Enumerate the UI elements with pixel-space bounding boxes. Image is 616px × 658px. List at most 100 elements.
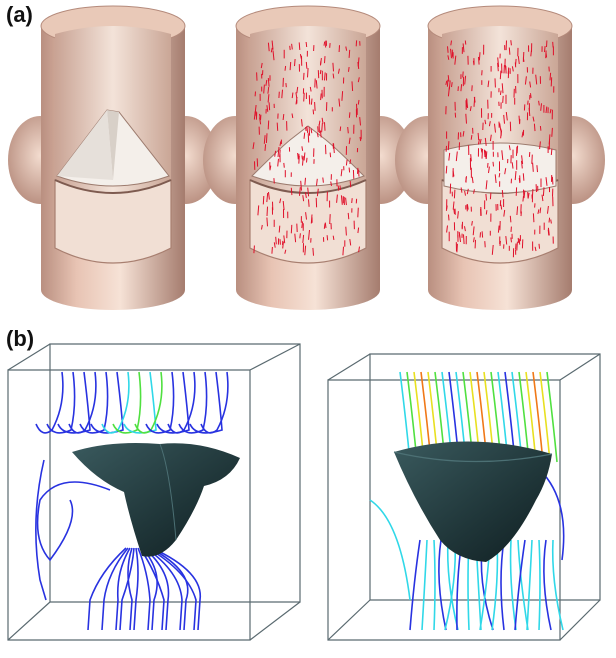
- velocity-vectors: [252, 40, 362, 256]
- velocity-vector: [509, 215, 512, 223]
- velocity-vector: [321, 123, 323, 133]
- velocity-vector: [479, 138, 482, 144]
- velocity-vector: [521, 155, 524, 165]
- velocity-vector: [273, 242, 276, 248]
- velocity-vector: [359, 136, 362, 142]
- velocity-vector: [301, 119, 303, 127]
- velocity-vector: [357, 227, 360, 234]
- velocity-vector: [542, 187, 545, 197]
- velocity-vector: [305, 212, 307, 220]
- velocity-vector: [445, 80, 448, 86]
- velocity-vector: [533, 123, 536, 132]
- velocity-vector: [307, 187, 310, 197]
- velocity-vector: [531, 154, 533, 164]
- velocity-vector: [261, 224, 263, 230]
- velocity-vector: [544, 46, 546, 53]
- velocity-vector: [278, 225, 281, 233]
- velocity-vector: [511, 162, 514, 169]
- velocity-vector: [478, 52, 481, 61]
- velocity-vector: [304, 177, 306, 185]
- velocity-vector: [535, 74, 538, 85]
- velocity-vector: [457, 211, 459, 219]
- streamline: [112, 371, 142, 434]
- velocity-vector: [259, 117, 262, 125]
- velocity-vector: [305, 127, 307, 132]
- velocity-vector: [522, 173, 525, 181]
- streamline: [189, 371, 223, 434]
- velocity-vector: [347, 126, 349, 134]
- velocity-vector: [545, 106, 548, 114]
- velocity-vector: [268, 102, 271, 111]
- velocity-vector: [323, 41, 326, 46]
- velocity-vector: [319, 130, 322, 138]
- velocity-vector: [483, 149, 486, 158]
- velocity-vector: [473, 96, 476, 107]
- velocity-vector: [491, 244, 494, 255]
- velocity-vector: [267, 77, 270, 87]
- velocity-vector: [464, 190, 466, 196]
- velocity-vector: [497, 62, 499, 72]
- streamline: [409, 539, 421, 631]
- velocity-vector: [291, 43, 293, 50]
- velocity-vector: [447, 141, 450, 151]
- velocity-vector: [508, 145, 511, 151]
- velocity-vector: [345, 226, 347, 236]
- panel-label-b: (b): [6, 326, 35, 351]
- streamline: [151, 547, 201, 631]
- velocity-vector: [462, 131, 465, 137]
- velocity-vector: [291, 92, 294, 99]
- velocity-vector: [282, 114, 285, 121]
- velocity-vector: [296, 86, 299, 94]
- velocity-vector: [477, 139, 480, 145]
- streamline: [137, 547, 151, 631]
- velocity-vector: [348, 137, 351, 144]
- velocity-vector: [301, 221, 304, 229]
- velocity-vector: [279, 141, 282, 146]
- velocity-vector: [510, 40, 512, 46]
- velocity-vector: [253, 111, 256, 120]
- velocity-vector: [359, 117, 361, 126]
- velocity-vector: [298, 42, 301, 50]
- streamline: [200, 371, 229, 434]
- velocity-vector: [351, 198, 353, 204]
- velocity-vector: [277, 158, 279, 167]
- velocity-vector: [532, 162, 534, 172]
- velocity-vector: [445, 205, 448, 211]
- velocity-vector: [309, 86, 312, 92]
- velocity-vector: [308, 199, 310, 207]
- velocity-vector: [516, 241, 518, 251]
- velocity-vector: [357, 207, 359, 218]
- velocity-vector: [462, 71, 464, 78]
- velocity-vectors: [445, 40, 555, 258]
- velocity-vector: [545, 177, 548, 186]
- streamline: [446, 539, 459, 631]
- velocity-vector: [257, 205, 260, 216]
- velocity-vector: [484, 137, 487, 146]
- velocity-vector: [299, 54, 302, 59]
- velocity-vector: [263, 84, 265, 94]
- velocity-vector: [260, 62, 263, 69]
- velocity-vector: [488, 166, 490, 174]
- velocity-vector: [503, 114, 505, 124]
- velocity-vector: [538, 100, 540, 106]
- velocity-vector: [302, 156, 304, 166]
- velocity-vector: [262, 195, 265, 205]
- velocity-vector: [453, 208, 455, 214]
- velocity-vector: [538, 243, 540, 249]
- streamline: [517, 539, 529, 631]
- velocity-vector: [357, 61, 360, 69]
- streamline: [546, 371, 558, 463]
- streamline: [145, 371, 175, 434]
- velocity-vector: [316, 178, 318, 186]
- velocity-vector: [499, 90, 502, 95]
- velocity-vector: [514, 171, 517, 181]
- velocity-vector: [536, 165, 538, 173]
- velocity-vector: [501, 190, 504, 198]
- velocity-vector: [485, 193, 487, 201]
- velocity-vector: [304, 192, 307, 198]
- velocity-vector: [521, 131, 524, 138]
- velocity-vector: [283, 235, 286, 244]
- velocity-vector: [464, 226, 466, 232]
- velocity-vector: [267, 120, 270, 130]
- velocity-vector: [515, 58, 517, 66]
